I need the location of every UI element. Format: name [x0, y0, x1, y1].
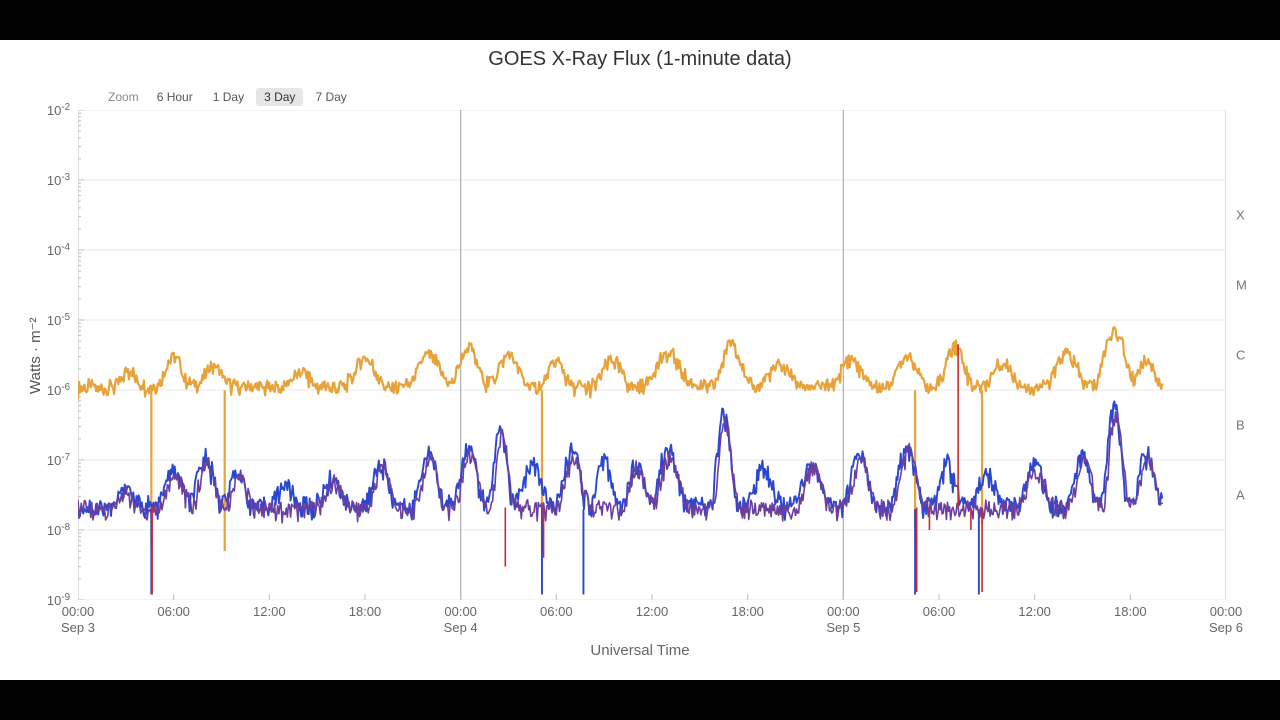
xtick-label: 00:00Sep 3 — [61, 600, 95, 637]
xtick-label: 18:00 — [731, 600, 764, 620]
xtick-label: 06:00 — [923, 600, 956, 620]
ytick-label: 10-5 — [47, 312, 78, 328]
xtick-label: 12:00 — [636, 600, 669, 620]
zoom-option-7-day[interactable]: 7 Day — [307, 88, 354, 106]
zoom-label: Zoom — [108, 90, 139, 104]
ytick-label: 10-6 — [47, 382, 78, 398]
xtick-label: 18:00 — [1114, 600, 1147, 620]
xtick-label: 06:00 — [540, 600, 573, 620]
zoom-option-3-day[interactable]: 3 Day — [256, 88, 303, 106]
ytick-label: 10-4 — [47, 242, 78, 258]
plot-svg — [78, 110, 1226, 600]
flare-class-label-x: X — [1226, 208, 1245, 223]
flare-class-label-c: C — [1226, 348, 1245, 363]
x-axis-label: Universal Time — [0, 642, 1280, 659]
zoom-toolbar: Zoom 6 Hour1 Day3 Day7 Day — [108, 88, 355, 106]
xtick-label: 12:00 — [1018, 600, 1051, 620]
chart-panel: GOES X-Ray Flux (1-minute data) Zoom 6 H… — [0, 40, 1280, 680]
zoom-option-1-day[interactable]: 1 Day — [205, 88, 252, 106]
ytick-label: 10-2 — [47, 102, 78, 118]
xtick-label: 00:00Sep 4 — [444, 600, 478, 637]
xtick-label: 12:00 — [253, 600, 286, 620]
flare-class-label-a: A — [1226, 488, 1245, 503]
flare-class-label-b: B — [1226, 418, 1245, 433]
xtick-label: 06:00 — [157, 600, 190, 620]
xtick-label: 18:00 — [349, 600, 382, 620]
plot-area[interactable]: 10-910-810-710-610-510-410-310-200:00Sep… — [78, 110, 1226, 600]
ytick-label: 10-8 — [47, 522, 78, 538]
chart-title: GOES X-Ray Flux (1-minute data) — [0, 48, 1280, 71]
y-axis-label: Watts · m⁻² — [26, 318, 44, 395]
flare-class-label-m: M — [1226, 278, 1247, 293]
xtick-label: 00:00Sep 5 — [826, 600, 860, 637]
xtick-label: 00:00Sep 6 — [1209, 600, 1243, 637]
zoom-option-6-hour[interactable]: 6 Hour — [149, 88, 201, 106]
ytick-label: 10-7 — [47, 452, 78, 468]
ytick-label: 10-3 — [47, 172, 78, 188]
